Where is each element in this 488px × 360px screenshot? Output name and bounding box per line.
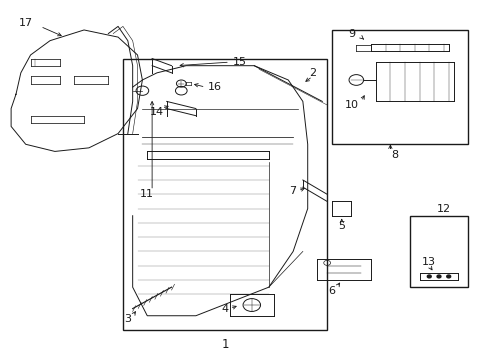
- Circle shape: [446, 275, 450, 278]
- Text: 16: 16: [208, 82, 222, 92]
- Circle shape: [427, 275, 430, 278]
- Text: 15: 15: [232, 57, 246, 67]
- Text: 3: 3: [124, 314, 131, 324]
- Text: 7: 7: [289, 186, 296, 196]
- Text: 11: 11: [140, 189, 154, 199]
- Text: 8: 8: [391, 150, 398, 160]
- Text: 1: 1: [221, 338, 228, 351]
- Text: 9: 9: [347, 28, 354, 39]
- Text: 5: 5: [338, 221, 345, 231]
- Text: 14: 14: [150, 107, 163, 117]
- Polygon shape: [166, 102, 196, 116]
- Text: 12: 12: [436, 203, 450, 213]
- Circle shape: [436, 275, 440, 278]
- Text: 4: 4: [221, 303, 228, 314]
- Text: 10: 10: [344, 100, 358, 110]
- Bar: [409, 216, 467, 287]
- Bar: [122, 59, 326, 330]
- Text: 17: 17: [19, 18, 33, 28]
- Text: 2: 2: [308, 68, 315, 78]
- Text: 13: 13: [422, 257, 435, 267]
- Text: 6: 6: [328, 286, 335, 296]
- Bar: [331, 30, 467, 144]
